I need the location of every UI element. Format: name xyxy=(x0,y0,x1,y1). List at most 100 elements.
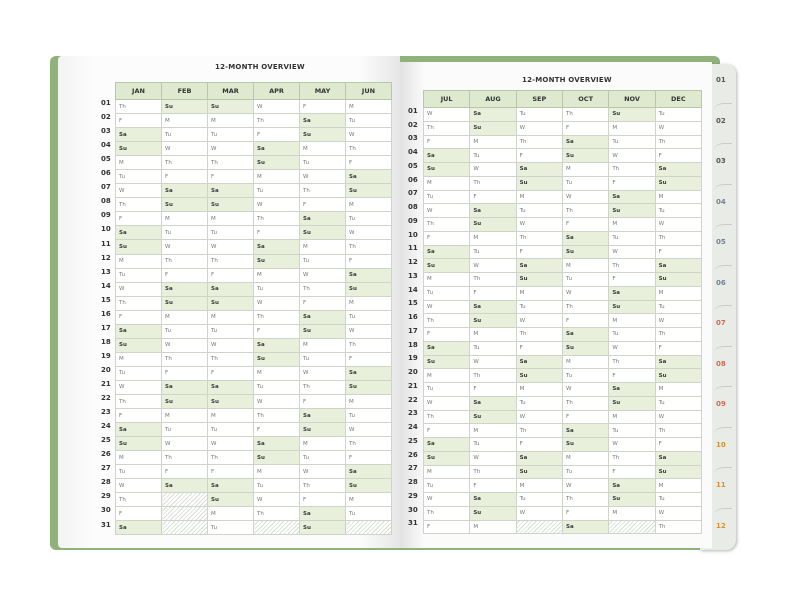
month-header: JAN xyxy=(115,82,162,100)
day-cell: Th xyxy=(253,309,300,325)
day-cell: M xyxy=(561,258,610,273)
month-tab[interactable]: 11 xyxy=(716,481,726,489)
day-cell: Su xyxy=(422,258,471,273)
day-cell: M xyxy=(608,217,656,232)
day-cell: M xyxy=(654,285,703,301)
day-cell: Su xyxy=(654,464,703,480)
day-cell: Su xyxy=(161,393,208,410)
day-cell: M xyxy=(207,113,254,129)
month-tab[interactable]: 09 xyxy=(716,400,726,408)
table-row: Th Su Su W F M xyxy=(115,393,392,410)
month-tab[interactable]: 10 xyxy=(716,440,726,449)
table-row: W Sa Tu Th Su Tu xyxy=(422,203,703,218)
day-cell: Th xyxy=(115,197,162,213)
day-cell: W xyxy=(515,505,563,521)
day-cell: Tu xyxy=(654,299,703,315)
day-number: 24 xyxy=(408,423,418,432)
day-cell: Sa xyxy=(561,230,610,246)
day-cell: Th xyxy=(299,478,346,494)
day-cell: Th xyxy=(561,395,610,411)
day-cell: F xyxy=(299,492,346,508)
day-cell: Sa xyxy=(115,422,162,438)
day-cell: W xyxy=(207,337,254,353)
table-row: M Th Su Tu F Su xyxy=(422,368,703,383)
day-cell: F xyxy=(207,464,254,480)
day-number: 31 xyxy=(408,519,418,528)
day-cell: F xyxy=(654,437,703,452)
day-cell: Su xyxy=(115,239,162,255)
day-cell: M xyxy=(469,519,517,535)
day-cell: F xyxy=(561,120,610,136)
month-tab[interactable]: 06 xyxy=(716,278,726,287)
day-cell: M xyxy=(345,393,392,410)
month-tab[interactable]: 12 xyxy=(716,521,726,530)
day-cell: Sa xyxy=(253,141,300,157)
day-cell: Sa xyxy=(422,244,471,260)
day-number: 08 xyxy=(101,197,111,206)
day-cell: Tu xyxy=(207,225,254,241)
day-cell: Tu xyxy=(253,183,300,199)
day-cell: F xyxy=(253,225,300,241)
day-cell: F xyxy=(115,408,162,424)
table-row: Th Su W F M W xyxy=(422,505,703,521)
day-cell: Tu xyxy=(469,244,517,260)
day-cell: Th xyxy=(422,217,471,232)
month-tab[interactable]: 04 xyxy=(716,197,726,206)
table-row: Sa Tu F Su W F xyxy=(422,437,703,452)
day-cell: Th xyxy=(161,155,208,171)
table-row: W Sa Sa Tu Th Su xyxy=(115,379,392,395)
month-tab[interactable]: 08 xyxy=(716,359,726,368)
month-tab[interactable]: 03 xyxy=(716,157,726,165)
day-cell: M xyxy=(422,464,471,480)
day-number: 09 xyxy=(408,216,418,225)
table-row: M Th Su Tu F Su xyxy=(422,272,703,287)
day-number: 21 xyxy=(101,380,111,389)
day-number: 27 xyxy=(101,464,111,473)
day-cell: W xyxy=(422,107,471,122)
day-cell: F xyxy=(561,217,610,232)
table-row: Sa Tu Tu F Su W xyxy=(115,323,392,339)
day-number: 17 xyxy=(101,323,111,332)
day-cell: Sa xyxy=(115,323,162,339)
day-cell: Sa xyxy=(515,450,563,466)
month-tab[interactable]: 01 xyxy=(716,76,726,84)
day-cell: Th xyxy=(299,183,346,199)
month-tab[interactable]: 02 xyxy=(716,116,726,125)
day-number: 13 xyxy=(101,267,111,276)
month-tab[interactable]: 05 xyxy=(716,238,726,246)
day-cell: Th xyxy=(345,337,392,353)
day-cell: W xyxy=(654,217,703,232)
day-cell: Th xyxy=(115,393,162,410)
day-cell: W xyxy=(561,285,610,301)
day-cell: M xyxy=(469,423,517,438)
day-cell: Su xyxy=(299,127,346,143)
day-number: 19 xyxy=(101,351,111,360)
month-tab[interactable]: 07 xyxy=(716,319,726,327)
day-cell: F xyxy=(345,253,392,269)
table-row: Su W W Sa M Th xyxy=(115,337,392,353)
day-number: 16 xyxy=(408,313,418,322)
day-cell: Sa xyxy=(469,395,517,411)
day-cell: Su xyxy=(608,299,656,315)
table-row: F M M Th Sa Tu xyxy=(115,211,392,227)
day-cell: W xyxy=(469,162,517,177)
day-cell: M xyxy=(253,169,300,185)
day-cell: F xyxy=(515,244,563,260)
day-cell: W xyxy=(299,267,346,283)
day-cell: M xyxy=(207,506,254,522)
day-cell: Su xyxy=(608,492,656,507)
day-cell: Th xyxy=(469,464,517,480)
day-cell: W xyxy=(207,436,254,452)
day-cell: Su xyxy=(115,436,162,452)
day-cell: Sa xyxy=(253,436,300,452)
day-cell: Su xyxy=(469,409,517,425)
month-header: FEB xyxy=(161,82,208,100)
day-cell: W xyxy=(207,141,254,157)
table-row: W Sa Sa Tu Th Su xyxy=(115,183,392,199)
day-cell: Th xyxy=(207,253,254,269)
day-cell: F xyxy=(345,155,392,171)
table-row: Th Su Su W F M xyxy=(115,98,392,115)
table-row: Sa Tu F Su W F xyxy=(422,148,703,163)
day-cell: Sa xyxy=(469,107,517,122)
unused-day-cell xyxy=(161,492,208,508)
